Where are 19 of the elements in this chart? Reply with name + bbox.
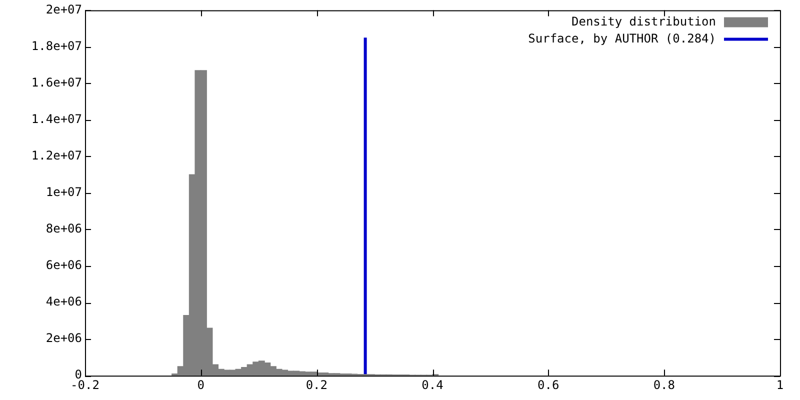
x-tick-label: 0.4	[422, 378, 444, 392]
x-tick-label: -0.2	[70, 378, 100, 392]
y-tick-label: 2e+06	[46, 331, 82, 346]
x-tick-label: 0.8	[653, 378, 676, 392]
y-tick-label: 1.2e+07	[31, 148, 82, 162]
legend-label: Surface, by AUTHOR (0.284)	[528, 31, 716, 46]
x-tick-label: 0	[197, 378, 204, 392]
y-tick-label: 1.8e+07	[31, 38, 82, 53]
y-tick-label: 6e+06	[46, 258, 82, 272]
y-tick-label: 2e+07	[46, 2, 82, 16]
x-tick-label: 1	[776, 378, 784, 392]
x-tick-label: 0.6	[537, 378, 560, 392]
y-tick-label: 1.6e+07	[31, 75, 82, 90]
y-tick-label: 1.4e+07	[31, 112, 82, 126]
x-tick-label: 0.2	[306, 378, 328, 392]
y-tick-label: 1e+07	[46, 185, 82, 200]
legend-label: Density distribution	[572, 14, 716, 28]
y-tick-label: 8e+06	[46, 222, 82, 236]
y-tick-label: 4e+06	[46, 294, 82, 309]
